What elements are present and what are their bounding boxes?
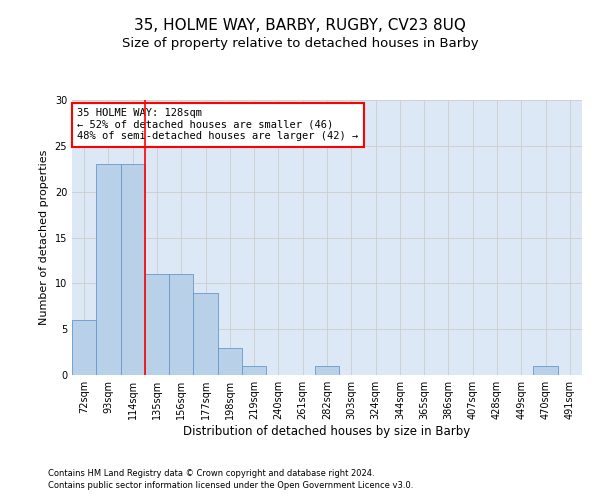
Bar xyxy=(169,274,193,375)
X-axis label: Distribution of detached houses by size in Barby: Distribution of detached houses by size … xyxy=(184,425,470,438)
Bar xyxy=(533,366,558,375)
Bar xyxy=(121,164,145,375)
Text: Size of property relative to detached houses in Barby: Size of property relative to detached ho… xyxy=(122,38,478,51)
Bar xyxy=(315,366,339,375)
Bar xyxy=(218,348,242,375)
Bar xyxy=(72,320,96,375)
Text: 35 HOLME WAY: 128sqm
← 52% of detached houses are smaller (46)
48% of semi-detac: 35 HOLME WAY: 128sqm ← 52% of detached h… xyxy=(77,108,358,142)
Text: Contains HM Land Registry data © Crown copyright and database right 2024.: Contains HM Land Registry data © Crown c… xyxy=(48,468,374,477)
Bar xyxy=(242,366,266,375)
Text: 35, HOLME WAY, BARBY, RUGBY, CV23 8UQ: 35, HOLME WAY, BARBY, RUGBY, CV23 8UQ xyxy=(134,18,466,32)
Bar xyxy=(96,164,121,375)
Bar xyxy=(193,292,218,375)
Y-axis label: Number of detached properties: Number of detached properties xyxy=(39,150,49,325)
Bar xyxy=(145,274,169,375)
Text: Contains public sector information licensed under the Open Government Licence v3: Contains public sector information licen… xyxy=(48,481,413,490)
